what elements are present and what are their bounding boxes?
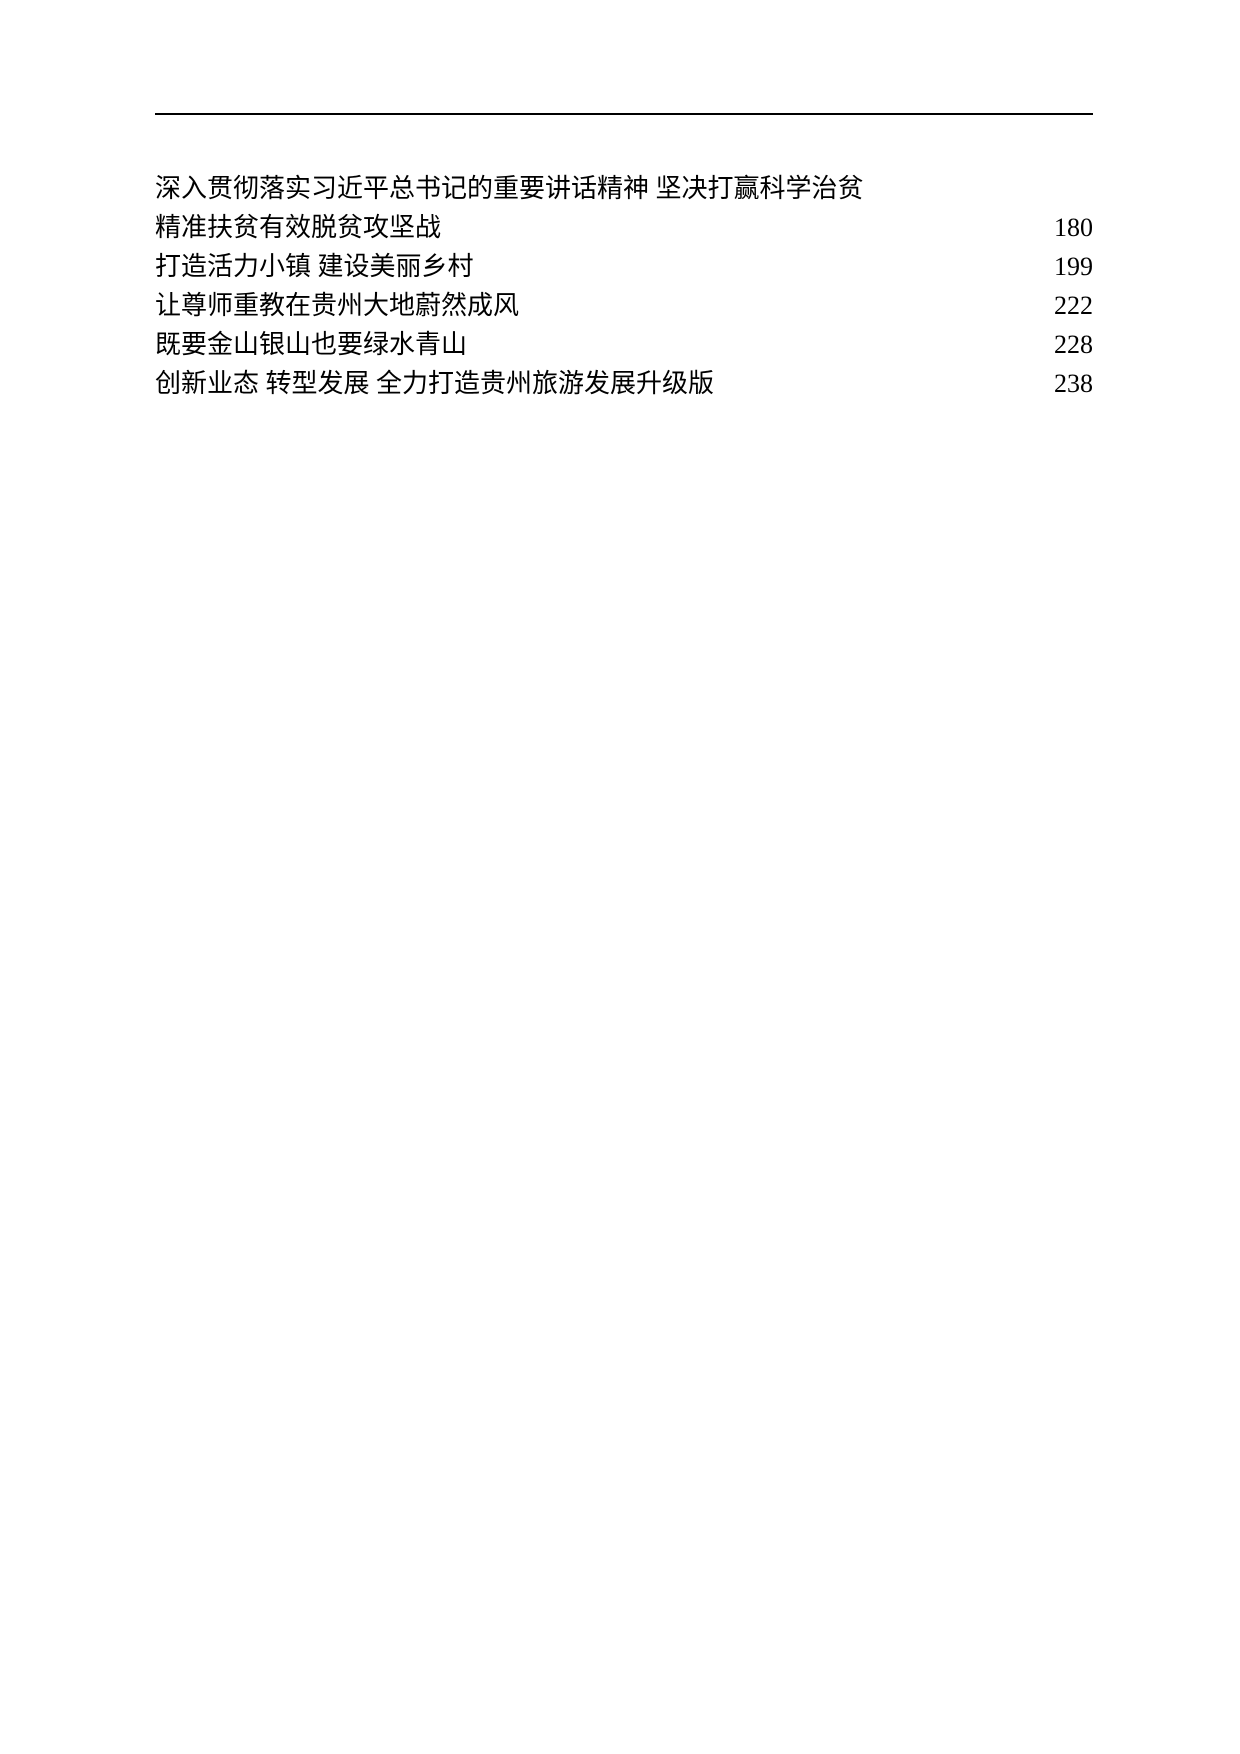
- toc-title: 既要金山银山也要绿水青山: [155, 325, 467, 364]
- toc-entry: 创新业态 转型发展 全力打造贵州旅游发展升级版 238: [155, 364, 1093, 403]
- toc-entry: 让尊师重教在贵州大地蔚然成风 222: [155, 286, 1093, 325]
- toc-page-number: 199: [1052, 247, 1093, 286]
- toc-title-line2: 精准扶贫有效脱贫攻坚战: [155, 208, 441, 247]
- toc-entry: 深入贯彻落实习近平总书记的重要讲话精神 坚决打赢科学治贫 精准扶贫有效脱贫攻坚战…: [155, 169, 1093, 247]
- toc-entry: 既要金山银山也要绿水青山 228: [155, 325, 1093, 364]
- toc-list: 深入贯彻落实习近平总书记的重要讲话精神 坚决打赢科学治贫 精准扶贫有效脱贫攻坚战…: [155, 169, 1093, 403]
- toc-page-number: 228: [1052, 325, 1093, 364]
- toc-title: 创新业态 转型发展 全力打造贵州旅游发展升级版: [155, 364, 714, 403]
- toc-page-number: 238: [1052, 364, 1093, 403]
- toc-page-number: 222: [1052, 286, 1093, 325]
- page-container: 深入贯彻落实习近平总书记的重要讲话精神 坚决打赢科学治贫 精准扶贫有效脱贫攻坚战…: [0, 0, 1240, 403]
- header-divider: [155, 113, 1093, 115]
- toc-entry: 打造活力小镇 建设美丽乡村 199: [155, 247, 1093, 286]
- toc-page-number: 180: [1052, 208, 1093, 247]
- toc-title-line1: 深入贯彻落实习近平总书记的重要讲话精神 坚决打赢科学治贫: [155, 169, 1093, 208]
- toc-title-line2-row: 精准扶贫有效脱贫攻坚战 180: [155, 208, 1093, 247]
- toc-title: 打造活力小镇 建设美丽乡村: [155, 247, 474, 286]
- toc-title: 让尊师重教在贵州大地蔚然成风: [155, 286, 519, 325]
